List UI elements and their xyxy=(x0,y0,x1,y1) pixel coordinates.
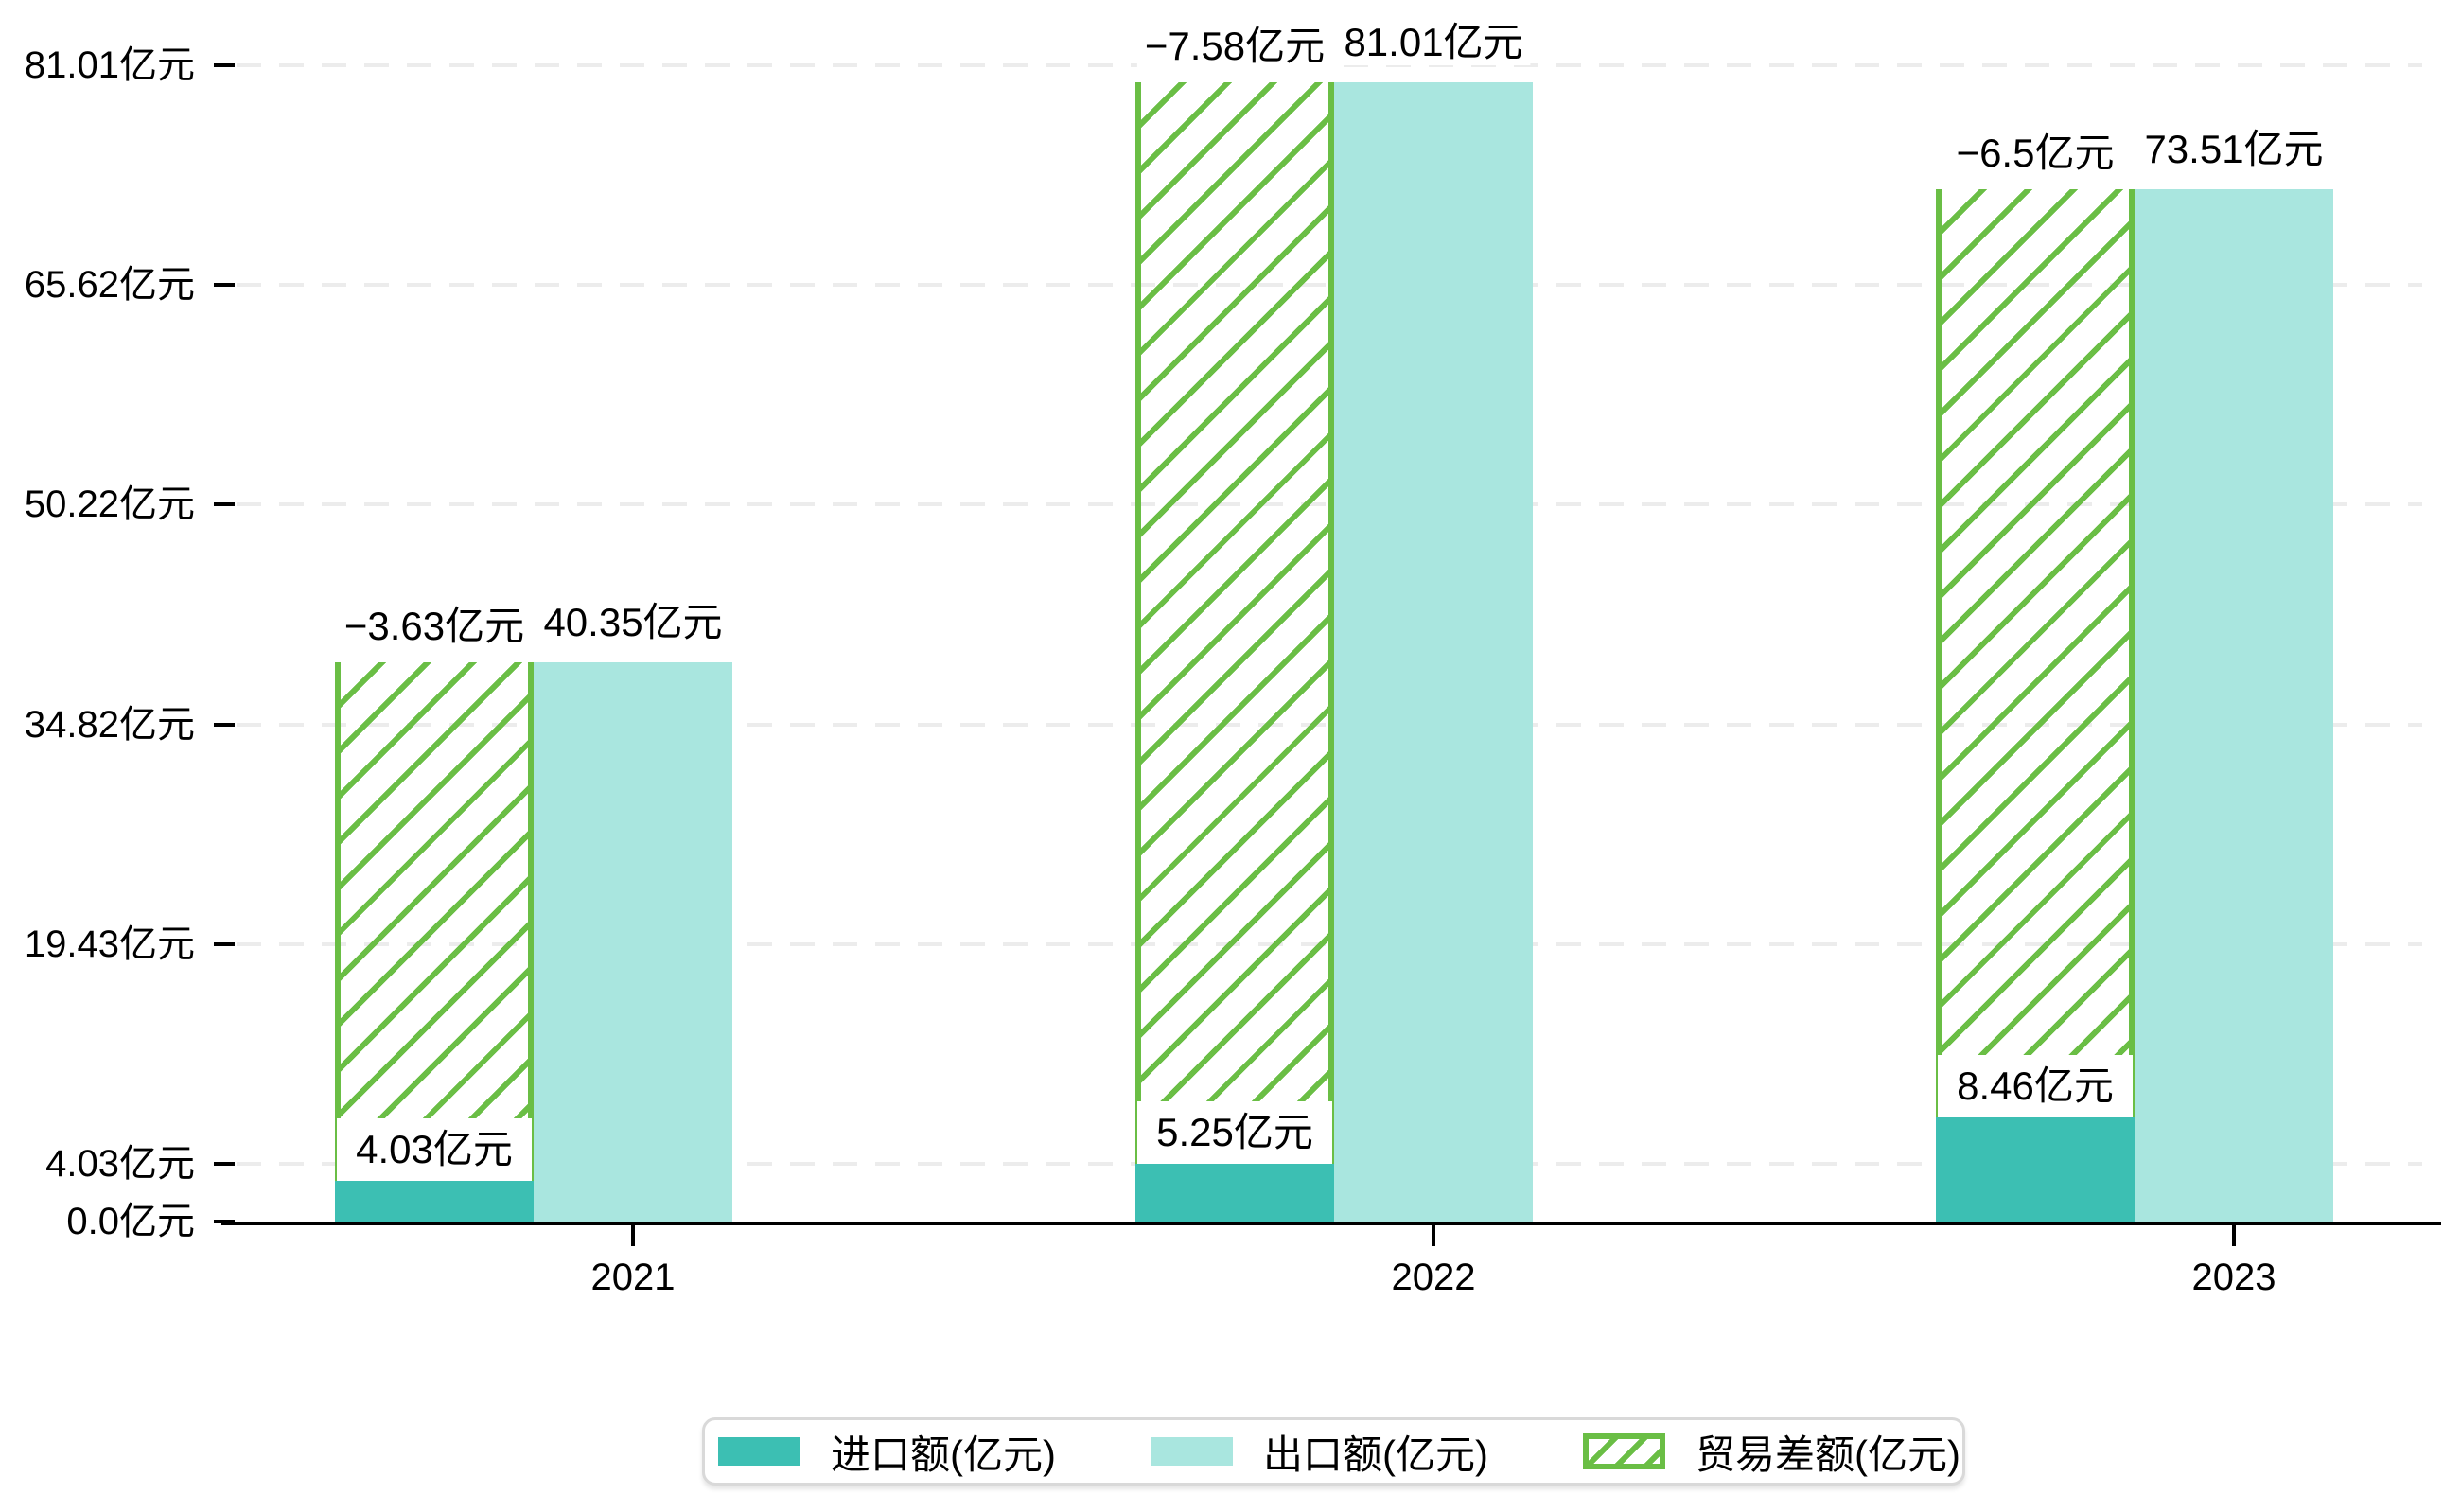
import-bar-2022 xyxy=(1135,1163,1334,1222)
import-value-label-2023: 8.46亿元 xyxy=(1938,1055,2133,1118)
legend-label-export: 出口额(亿元) xyxy=(1262,1432,1488,1477)
legend-item-export: 出口额(亿元) xyxy=(1150,1423,1488,1481)
y-axis-tick xyxy=(214,1162,235,1167)
y-axis-tick-label: 4.03亿元 xyxy=(45,1143,195,1186)
legend-item-balance: 贸易差额(亿元) xyxy=(1582,1423,1960,1481)
y-axis-tick-label: 81.01亿元 xyxy=(24,44,195,86)
y-axis-tick-label: 34.82亿元 xyxy=(24,703,195,746)
import-bar-2023 xyxy=(1936,1117,2135,1222)
y-axis-tick xyxy=(214,941,235,946)
legend-label-balance: 贸易差额(亿元) xyxy=(1695,1432,1960,1477)
balance-value-label-2021: −3.63亿元 xyxy=(336,604,533,650)
x-axis-label-2023: 2023 xyxy=(2191,1257,2276,1298)
export-bar-2021 xyxy=(534,662,732,1222)
x-axis-tick-2023 xyxy=(2232,1225,2236,1246)
balance-hatched-swatch-icon xyxy=(1582,1433,1665,1469)
y-axis-tick-label: 65.62亿元 xyxy=(24,263,195,306)
legend-item-import: 进口额(亿元) xyxy=(718,1423,1056,1481)
balance-hatched-bar-2023 xyxy=(1936,188,2135,1118)
y-axis-tick xyxy=(214,62,235,67)
export-bar-2022 xyxy=(1334,81,1533,1222)
legend: 进口额(亿元) 出口额(亿元) 贸易差额(亿元) xyxy=(702,1417,1965,1486)
legend-label-import: 进口额(亿元) xyxy=(831,1432,1056,1477)
y-axis-tick xyxy=(214,502,235,507)
y-axis-tick-label: 50.22亿元 xyxy=(24,483,195,526)
balance-hatched-bar-2022 xyxy=(1135,81,1334,1164)
x-axis-line xyxy=(221,1222,2441,1225)
import-swatch-icon xyxy=(718,1437,800,1466)
x-axis-label-2022: 2022 xyxy=(1391,1257,1476,1298)
export-value-label-2021: 40.35亿元 xyxy=(536,600,730,646)
y-axis-tick-label: 19.43亿元 xyxy=(24,923,195,965)
export-swatch-icon xyxy=(1150,1437,1233,1466)
y-axis-tick xyxy=(214,282,235,287)
x-axis-tick-2022 xyxy=(1432,1225,1435,1246)
x-axis-tick-2021 xyxy=(631,1225,635,1246)
y-axis-tick-label: 0.0亿元 xyxy=(66,1201,195,1242)
export-bar-2023 xyxy=(2135,188,2333,1222)
x-axis-label-2021: 2021 xyxy=(590,1257,676,1298)
import-value-label-2022: 5.25亿元 xyxy=(1137,1100,1332,1164)
balance-value-label-2022: −7.58亿元 xyxy=(1136,23,1333,69)
balance-hatched-bar-2021 xyxy=(335,662,534,1182)
import-value-label-2021: 4.03亿元 xyxy=(337,1118,532,1182)
y-axis-tick xyxy=(214,722,235,727)
balance-value-label-2023: −6.5亿元 xyxy=(1948,130,2122,176)
export-value-label-2022: 81.01亿元 xyxy=(1336,19,1531,65)
export-value-label-2023: 73.51亿元 xyxy=(2136,126,2331,172)
import-bar-2021 xyxy=(335,1181,534,1222)
